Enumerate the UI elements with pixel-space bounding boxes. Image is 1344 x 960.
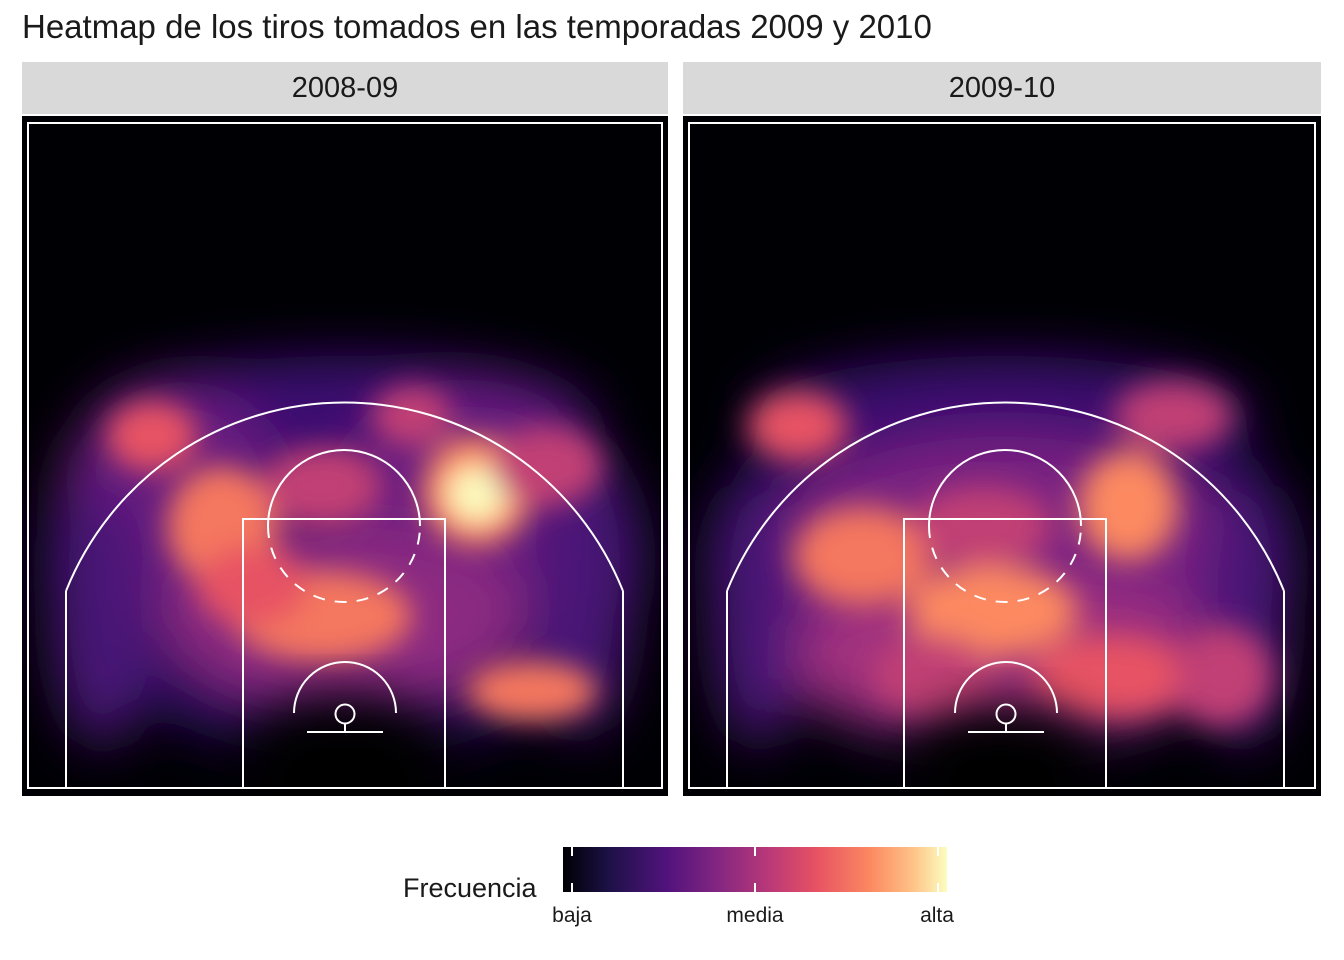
facet-label-right: 2009-10 (948, 71, 1056, 104)
legend-tick-alta-bottom (937, 883, 939, 892)
free-throw-circle-top (267, 449, 421, 527)
free-throw-circle-bottom (267, 525, 421, 603)
heatmap-panel-2008-09 (22, 116, 668, 796)
legend-label-alta: alta (920, 904, 954, 927)
legend-tick-alta-top (937, 847, 939, 856)
rim (334, 703, 356, 725)
legend-label-media: media (726, 904, 784, 927)
heatmap-svg-2009-10 (683, 116, 1321, 796)
density-basket-dark (235, 696, 455, 796)
density-hotspots (748, 381, 1273, 726)
three-point-arc (726, 401, 1285, 592)
density-basket-dark (902, 706, 1102, 796)
paint (242, 518, 446, 789)
density-hotspots (107, 386, 602, 721)
heatmap-svg-2008-09 (22, 116, 668, 796)
legend-title: Frecuencia (403, 873, 537, 903)
facet-strip-right: 2009-10 (683, 62, 1321, 114)
chart-title: Heatmap de los tiros tomados en las temp… (22, 8, 932, 45)
restricted-area (954, 661, 1058, 714)
free-throw-circle-top (928, 449, 1082, 527)
rim (995, 703, 1017, 725)
legend-label-baja: baja (552, 904, 592, 927)
court-lines (27, 122, 663, 789)
facet-label-left: 2008-09 (291, 71, 399, 104)
facet-strip-left: 2008-09 (22, 62, 668, 114)
legend-tick-baja-bottom (571, 883, 573, 892)
legend-tick-media-top (754, 847, 756, 856)
free-throw-circle-bottom (928, 525, 1082, 603)
heatmap-panel-2009-10 (683, 116, 1321, 796)
paint (903, 518, 1107, 789)
legend-tick-media-bottom (754, 883, 756, 892)
three-point-arc (65, 401, 624, 592)
restricted-area (293, 661, 397, 714)
court-lines (688, 122, 1316, 789)
legend-tick-baja-top (571, 847, 573, 856)
